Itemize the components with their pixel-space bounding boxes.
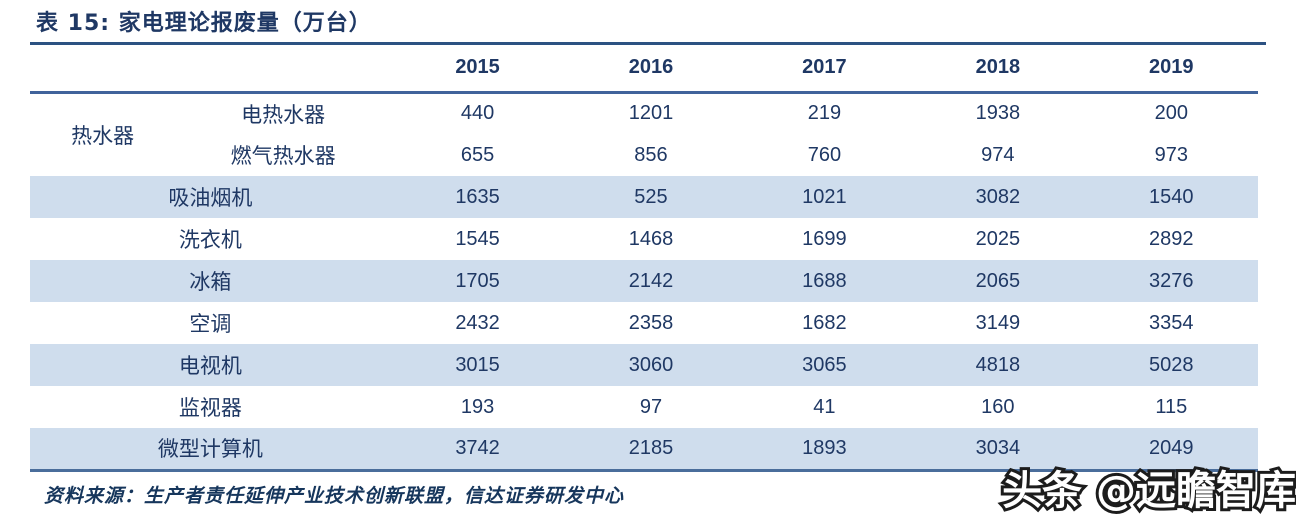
row-label: 燃气热水器 <box>230 144 336 168</box>
table-title: 表 15: 家电理论报废量（万台） <box>36 11 372 36</box>
cell-value: 1021 <box>802 185 847 208</box>
cell-value: 760 <box>807 143 842 166</box>
cell-value: 1468 <box>628 227 674 250</box>
header-cell-year: 2018 <box>911 45 1085 94</box>
table-row: 冰箱 1705 2142 1688 2065 3276 <box>30 260 1258 302</box>
row-label: 电热水器 <box>241 102 326 127</box>
row-label: 吸油烟机 <box>168 186 253 210</box>
cell-value: 200 <box>1154 102 1188 125</box>
cell-value: 97 <box>639 395 663 418</box>
header-cell-year: 2017 <box>737 45 912 94</box>
row-label: 监视器 <box>178 396 242 420</box>
cell-value: 1540 <box>1149 185 1194 208</box>
header-row: 2015 2016 2017 2018 2019 <box>30 45 1258 94</box>
cell-value: 2142 <box>628 269 674 292</box>
cell-value: 3034 <box>975 436 1021 459</box>
table-row: 空调 2432 2358 1682 3149 3354 <box>30 302 1258 344</box>
row-label: 电视机 <box>178 354 242 378</box>
cell-value: 219 <box>807 102 842 125</box>
cell-value: 115 <box>1155 395 1188 418</box>
cell-value: 1699 <box>802 227 847 250</box>
cell-value: 2049 <box>1149 436 1194 459</box>
cell-value: 974 <box>981 143 1015 166</box>
table-row: 吸油烟机 1635 525 1021 3082 1540 <box>30 176 1258 218</box>
cell-value: 1705 <box>455 269 500 292</box>
cell-value: 1545 <box>455 227 500 250</box>
cell-value: 3742 <box>455 436 500 459</box>
watermark-text: 头条 @远瞻智库 <box>999 465 1296 515</box>
cell-value: 3060 <box>628 353 674 376</box>
cell-value: 160 <box>981 395 1015 418</box>
row-group-label: 热水器 <box>71 123 135 148</box>
cell-value: 655 <box>460 143 495 166</box>
cell-value: 2358 <box>628 311 674 334</box>
cell-value: 4818 <box>975 353 1021 376</box>
cell-value: 3015 <box>455 353 500 376</box>
row-label: 空调 <box>189 312 232 336</box>
cell-value: 973 <box>1154 143 1188 166</box>
row-label: 洗衣机 <box>178 228 242 252</box>
cell-value: 1688 <box>802 269 847 292</box>
cell-value: 525 <box>634 185 668 208</box>
cell-value: 1893 <box>802 436 847 459</box>
table-row: 热水器 电热水器 440 1201 219 1938 200 <box>30 92 1258 148</box>
header-cell-year: 2019 <box>1084 45 1258 94</box>
cell-value: 1201 <box>628 102 674 125</box>
cell-value: 1635 <box>455 185 500 208</box>
cell-value: 3354 <box>1149 311 1194 334</box>
cell-value: 1682 <box>802 311 847 334</box>
cell-value: 2432 <box>455 311 500 334</box>
header-cell-empty <box>30 45 391 94</box>
appliance-scrappage-table: 2015 2016 2017 2018 2019 热水器 电热水器 440 12… <box>30 45 1258 472</box>
cell-value: 2892 <box>1149 227 1194 250</box>
source-note: 资料来源：生产者责任延伸产业技术创新联盟，信达证券研发中心 <box>44 484 625 507</box>
header-cell-year: 2016 <box>564 45 738 94</box>
cell-value: 2065 <box>975 269 1021 292</box>
cell-value: 5028 <box>1149 353 1194 376</box>
table-row: 电视机 3015 3060 3065 4818 5028 <box>30 344 1258 386</box>
row-label: 冰箱 <box>189 270 232 294</box>
table-row: 燃气热水器 655 856 760 974 973 <box>30 134 1258 176</box>
cell-value: 1938 <box>975 102 1021 125</box>
cell-value: 3065 <box>802 353 847 376</box>
cell-value: 2025 <box>975 227 1021 250</box>
header-cell-year: 2015 <box>390 45 565 94</box>
table-row: 监视器 193 97 41 160 115 <box>30 386 1258 428</box>
row-label: 微型计算机 <box>157 437 263 462</box>
cell-value: 3082 <box>975 185 1021 208</box>
cell-value: 3149 <box>975 311 1021 334</box>
cell-value: 41 <box>813 395 836 418</box>
cell-value: 856 <box>634 143 668 166</box>
cell-value: 440 <box>460 102 495 125</box>
cell-value: 193 <box>460 395 495 418</box>
cell-value: 2185 <box>628 436 674 459</box>
table-row: 微型计算机 3742 2185 1893 3034 2049 <box>30 428 1258 470</box>
cell-value: 3276 <box>1149 269 1194 292</box>
report-table-page: 表 15: 家电理论报废量（万台） 2015 2016 2017 2018 20… <box>0 5 1296 515</box>
table-container: 2015 2016 2017 2018 2019 热水器 电热水器 440 12… <box>30 42 1266 472</box>
table-row: 洗衣机 1545 1468 1699 2025 2892 <box>30 218 1258 260</box>
